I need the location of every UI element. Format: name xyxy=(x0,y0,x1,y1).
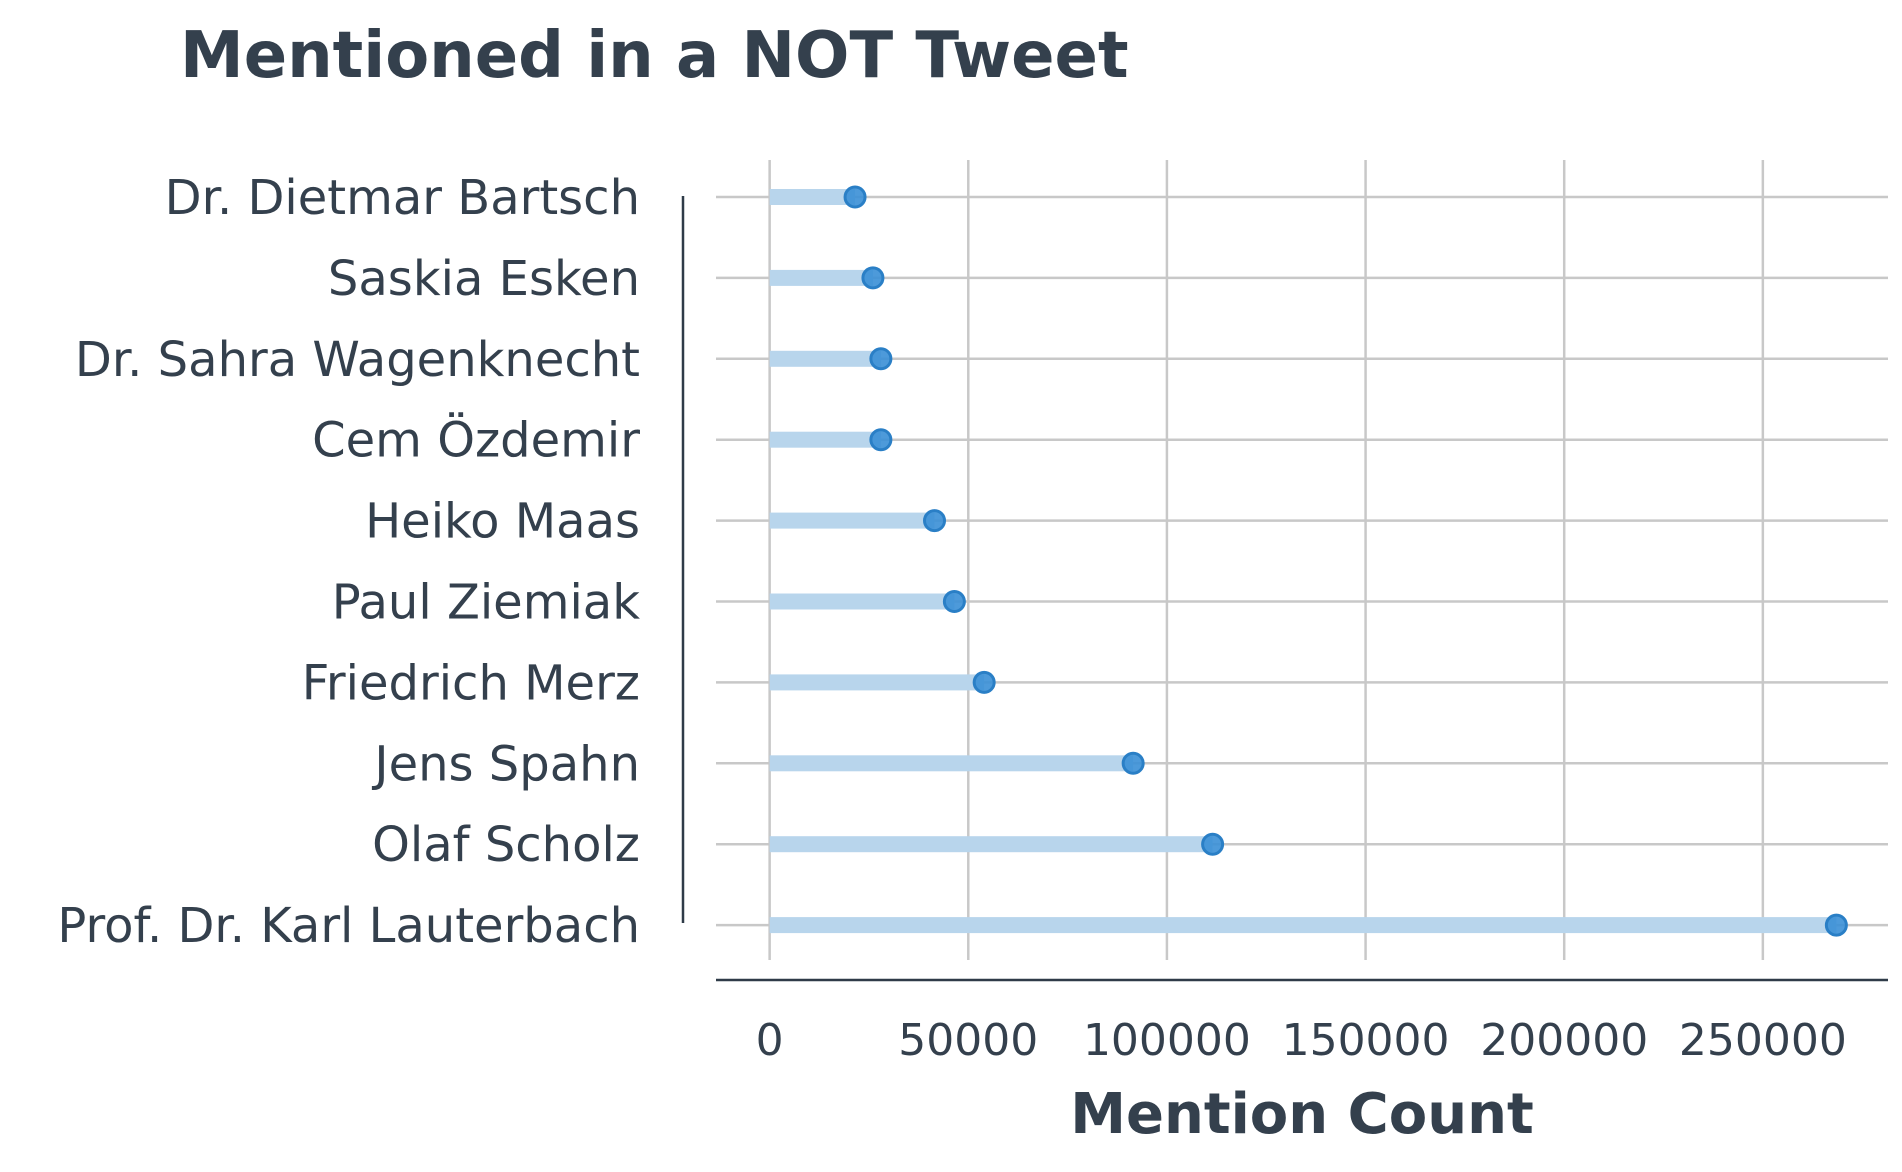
lollipop-stem xyxy=(769,836,1213,853)
chart-title: Mentioned in a NOT Tweet xyxy=(180,19,1129,93)
lollipop-stem xyxy=(769,350,881,367)
marker-layer xyxy=(843,185,1848,937)
lollipop-stem xyxy=(769,593,955,610)
category-label: Paul Ziemiak xyxy=(332,575,640,631)
lollipop-stem xyxy=(769,431,881,448)
lollipop-marker xyxy=(972,670,996,694)
category-label: Saskia Esken xyxy=(328,251,640,307)
lollipop-marker xyxy=(861,266,885,290)
category-label: Prof. Dr. Karl Lauterbach xyxy=(57,898,640,954)
category-label: Dr. Sahra Wagenknecht xyxy=(75,332,640,388)
lollipop-marker xyxy=(923,509,947,533)
x-axis-label: Mention Count xyxy=(1070,1082,1533,1147)
lollipop-stem xyxy=(769,674,985,691)
category-label: Dr. Dietmar Bartsch xyxy=(165,170,640,226)
lollipop-stem xyxy=(769,269,873,286)
lollipop-marker xyxy=(869,347,893,371)
lollipop-marker xyxy=(843,185,867,209)
category-label: Heiko Maas xyxy=(365,494,640,550)
x-tick-label: 200000 xyxy=(1480,1015,1648,1066)
category-label: Jens Spahn xyxy=(371,736,640,792)
stem-layer xyxy=(769,189,1837,934)
lollipop-marker xyxy=(1201,832,1225,856)
x-tick-label: 150000 xyxy=(1282,1015,1450,1066)
category-label: Friedrich Merz xyxy=(302,655,640,711)
x-tick-label: 100000 xyxy=(1083,1015,1251,1066)
lollipop-stem xyxy=(769,189,856,205)
lollipop-marker xyxy=(1824,913,1848,937)
category-label: Cem Özdemir xyxy=(312,413,640,469)
x-tick-label: 250000 xyxy=(1679,1015,1847,1066)
category-label: Olaf Scholz xyxy=(372,817,640,873)
lollipop-stem xyxy=(769,917,1837,934)
lollipop-marker xyxy=(942,590,966,613)
lollipop-marker xyxy=(869,428,893,452)
label-layer: 0 50000 100000 150000 200000 250000 Dr. Dietma… xyxy=(57,170,1846,1066)
x-tick-label: 50000 xyxy=(898,1015,1038,1066)
lollipop-stem xyxy=(769,755,1134,772)
lollipop-marker xyxy=(1121,751,1145,775)
lollipop-stem xyxy=(769,512,935,529)
x-tick-label: 0 xyxy=(756,1015,784,1066)
